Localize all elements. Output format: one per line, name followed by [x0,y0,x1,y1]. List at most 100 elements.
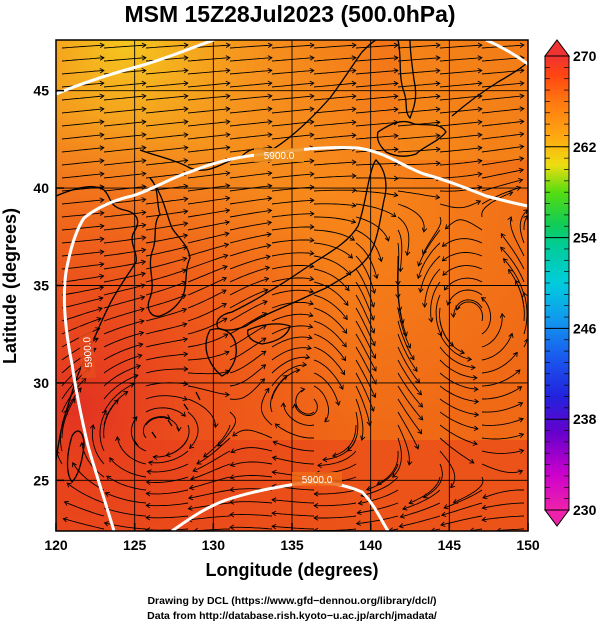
streamline-arrowhead [499,312,506,318]
streamline [229,337,267,361]
streamline-arrowhead [192,467,198,473]
streamline-arrowhead [188,484,195,491]
streamline [356,515,399,525]
streamline [229,233,272,244]
streamline-arrowhead [351,55,357,61]
streamline [130,416,147,452]
streamline [63,518,105,530]
streamline-arrowhead [141,235,147,241]
streamline-arrowhead [141,55,147,61]
streamline-arrowhead [482,494,488,500]
streamline [145,82,188,88]
streamline [230,447,273,453]
streamline-arrowhead [93,337,99,343]
streamline [453,299,483,318]
streamline-arrowhead [221,289,227,295]
streamline [397,320,415,360]
streamline [481,369,521,387]
streamline [103,108,146,114]
streamline-arrowhead [435,146,441,153]
streamline-arrowhead [181,293,187,299]
streamline [481,313,503,348]
streamline-arrowhead [274,423,280,429]
streamline [332,424,357,457]
contour-5900-north [56,40,215,96]
x-tick-label: 125 [123,537,147,553]
streamline-arrowhead [371,392,377,399]
streamline [271,239,314,244]
streamline [355,372,375,412]
streamline [187,232,230,244]
streamline [103,261,146,270]
streamline-arrowhead [145,527,151,531]
streamline [271,369,300,400]
streamline [355,108,398,114]
y-tick-label: 30 [33,375,49,391]
streamline [439,346,476,369]
streamline [439,372,478,390]
streamline [103,383,135,413]
streamline [397,135,440,140]
streamline [355,44,398,49]
map-title: MSM 15Z28Jul2023 (500.0hPa) [124,1,455,27]
streamline-arrowhead [165,414,171,420]
streamline-arrowhead [182,244,188,251]
streamline [397,333,418,372]
streamline-arrowhead [97,306,103,312]
x-tick-label: 120 [44,537,68,553]
streamline [271,313,313,322]
streamline-arrowhead [225,119,231,125]
streamline-arrowhead [183,55,189,61]
streamline-arrowhead [399,513,405,519]
streamline [145,416,180,432]
streamline [61,44,104,49]
streamline [271,301,314,309]
streamline-arrowhead [99,249,105,255]
y-tick-label: 35 [33,278,49,294]
streamline-arrowhead [182,233,189,239]
streamline-arrowhead [152,454,158,461]
streamline [482,502,525,509]
streamline-arrowhead [95,327,101,333]
streamline-arrowhead [393,42,399,49]
streamline [61,134,104,140]
kuril-coastline [451,61,528,117]
streamline [440,515,483,526]
streamline [453,476,484,504]
streamline-arrowhead [369,302,376,308]
streamline-arrowhead [313,503,319,509]
streamline [314,515,357,519]
streamline-arrowhead [500,232,506,239]
streamline [61,147,104,153]
streamline-arrowhead [223,253,229,259]
streamline-arrowhead [391,212,397,218]
streamline [523,338,528,348]
streamline-arrowhead [477,80,483,87]
streamline-arrowhead [72,462,77,468]
streamline [229,108,272,114]
streamline [481,133,524,140]
streamline-arrowhead [351,42,357,49]
y-axis-label: Latitude (degrees) [0,208,20,364]
streamline [397,44,440,49]
streamline [439,173,482,179]
streamline-arrowhead [519,67,525,74]
streamline [229,289,268,309]
streamline [397,108,440,114]
streamline-arrowhead [305,354,311,360]
colorbar: 270 262 254 246 238 230 [544,39,597,527]
streamline-arrowhead [393,93,399,100]
streamline [313,294,348,320]
streamline [145,294,187,309]
streamline-arrowhead [477,145,483,151]
streamline-arrowhead [225,132,231,138]
streamline [442,265,483,276]
streamline [81,442,105,478]
streamline [229,44,272,49]
streamline [229,244,271,257]
streamline-arrowhead [176,426,182,432]
streamline [376,450,399,485]
streamline [229,134,272,140]
streamline [271,186,314,192]
streamline-arrowhead [477,55,483,61]
